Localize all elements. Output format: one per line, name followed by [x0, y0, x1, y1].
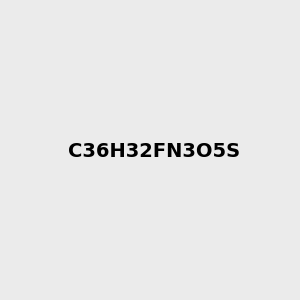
Text: C36H32FN3O5S: C36H32FN3O5S [68, 142, 240, 161]
